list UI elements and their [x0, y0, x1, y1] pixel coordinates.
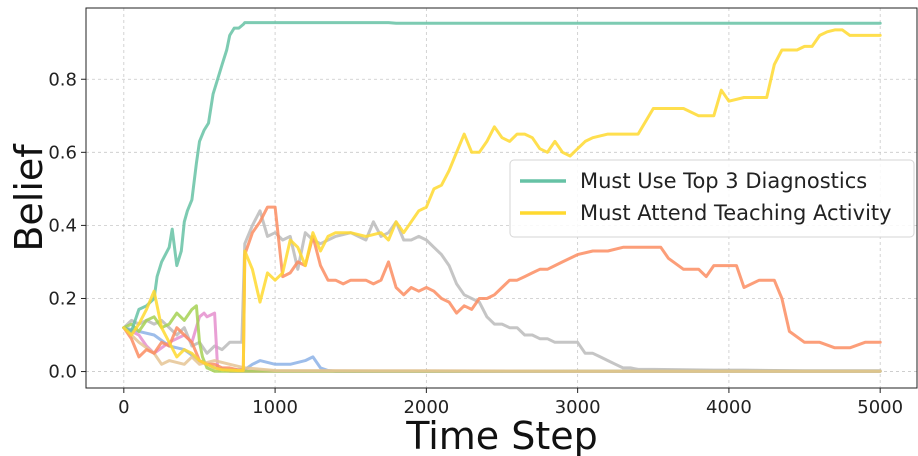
y-tick-label: 0.0 [48, 362, 77, 383]
axis-ticks: 0 1000 2000 3000 4000 5000 0.0 0.2 0.4 0.6 0.8 [48, 69, 903, 418]
plot-frame [85, 7, 918, 389]
legend: Must Use Top 3 Diagnostics Must Attend Te… [509, 159, 915, 238]
y-tick-label: 0.4 [48, 215, 77, 236]
series-line-must-use-top-3-diagnostics [122, 21, 882, 333]
x-tick-label: 1000 [252, 397, 298, 418]
legend-label: Must Use Top 3 Diagnostics [580, 169, 867, 193]
legend-label: Must Attend Teaching Activity [580, 201, 892, 225]
legend-box [509, 159, 915, 238]
x-tick-label: 2000 [403, 397, 449, 418]
x-tick-label: 5000 [857, 397, 903, 418]
series-line-must-attend-teaching-activity [122, 28, 882, 372]
x-tick-label: 4000 [706, 397, 752, 418]
y-tick-label: 0.6 [48, 142, 77, 163]
series-line-4 [122, 304, 882, 373]
x-tick-label: 3000 [555, 397, 601, 418]
y-axis-title: Belief [7, 143, 51, 252]
series-line-5 [122, 326, 882, 373]
x-axis-title: Time Step [405, 414, 598, 456]
series-lines [122, 21, 882, 373]
x-tick-label: 0 [118, 397, 129, 418]
y-tick-label: 0.2 [48, 288, 77, 309]
series-line-6 [122, 205, 882, 372]
y-tick-label: 0.8 [48, 69, 77, 90]
